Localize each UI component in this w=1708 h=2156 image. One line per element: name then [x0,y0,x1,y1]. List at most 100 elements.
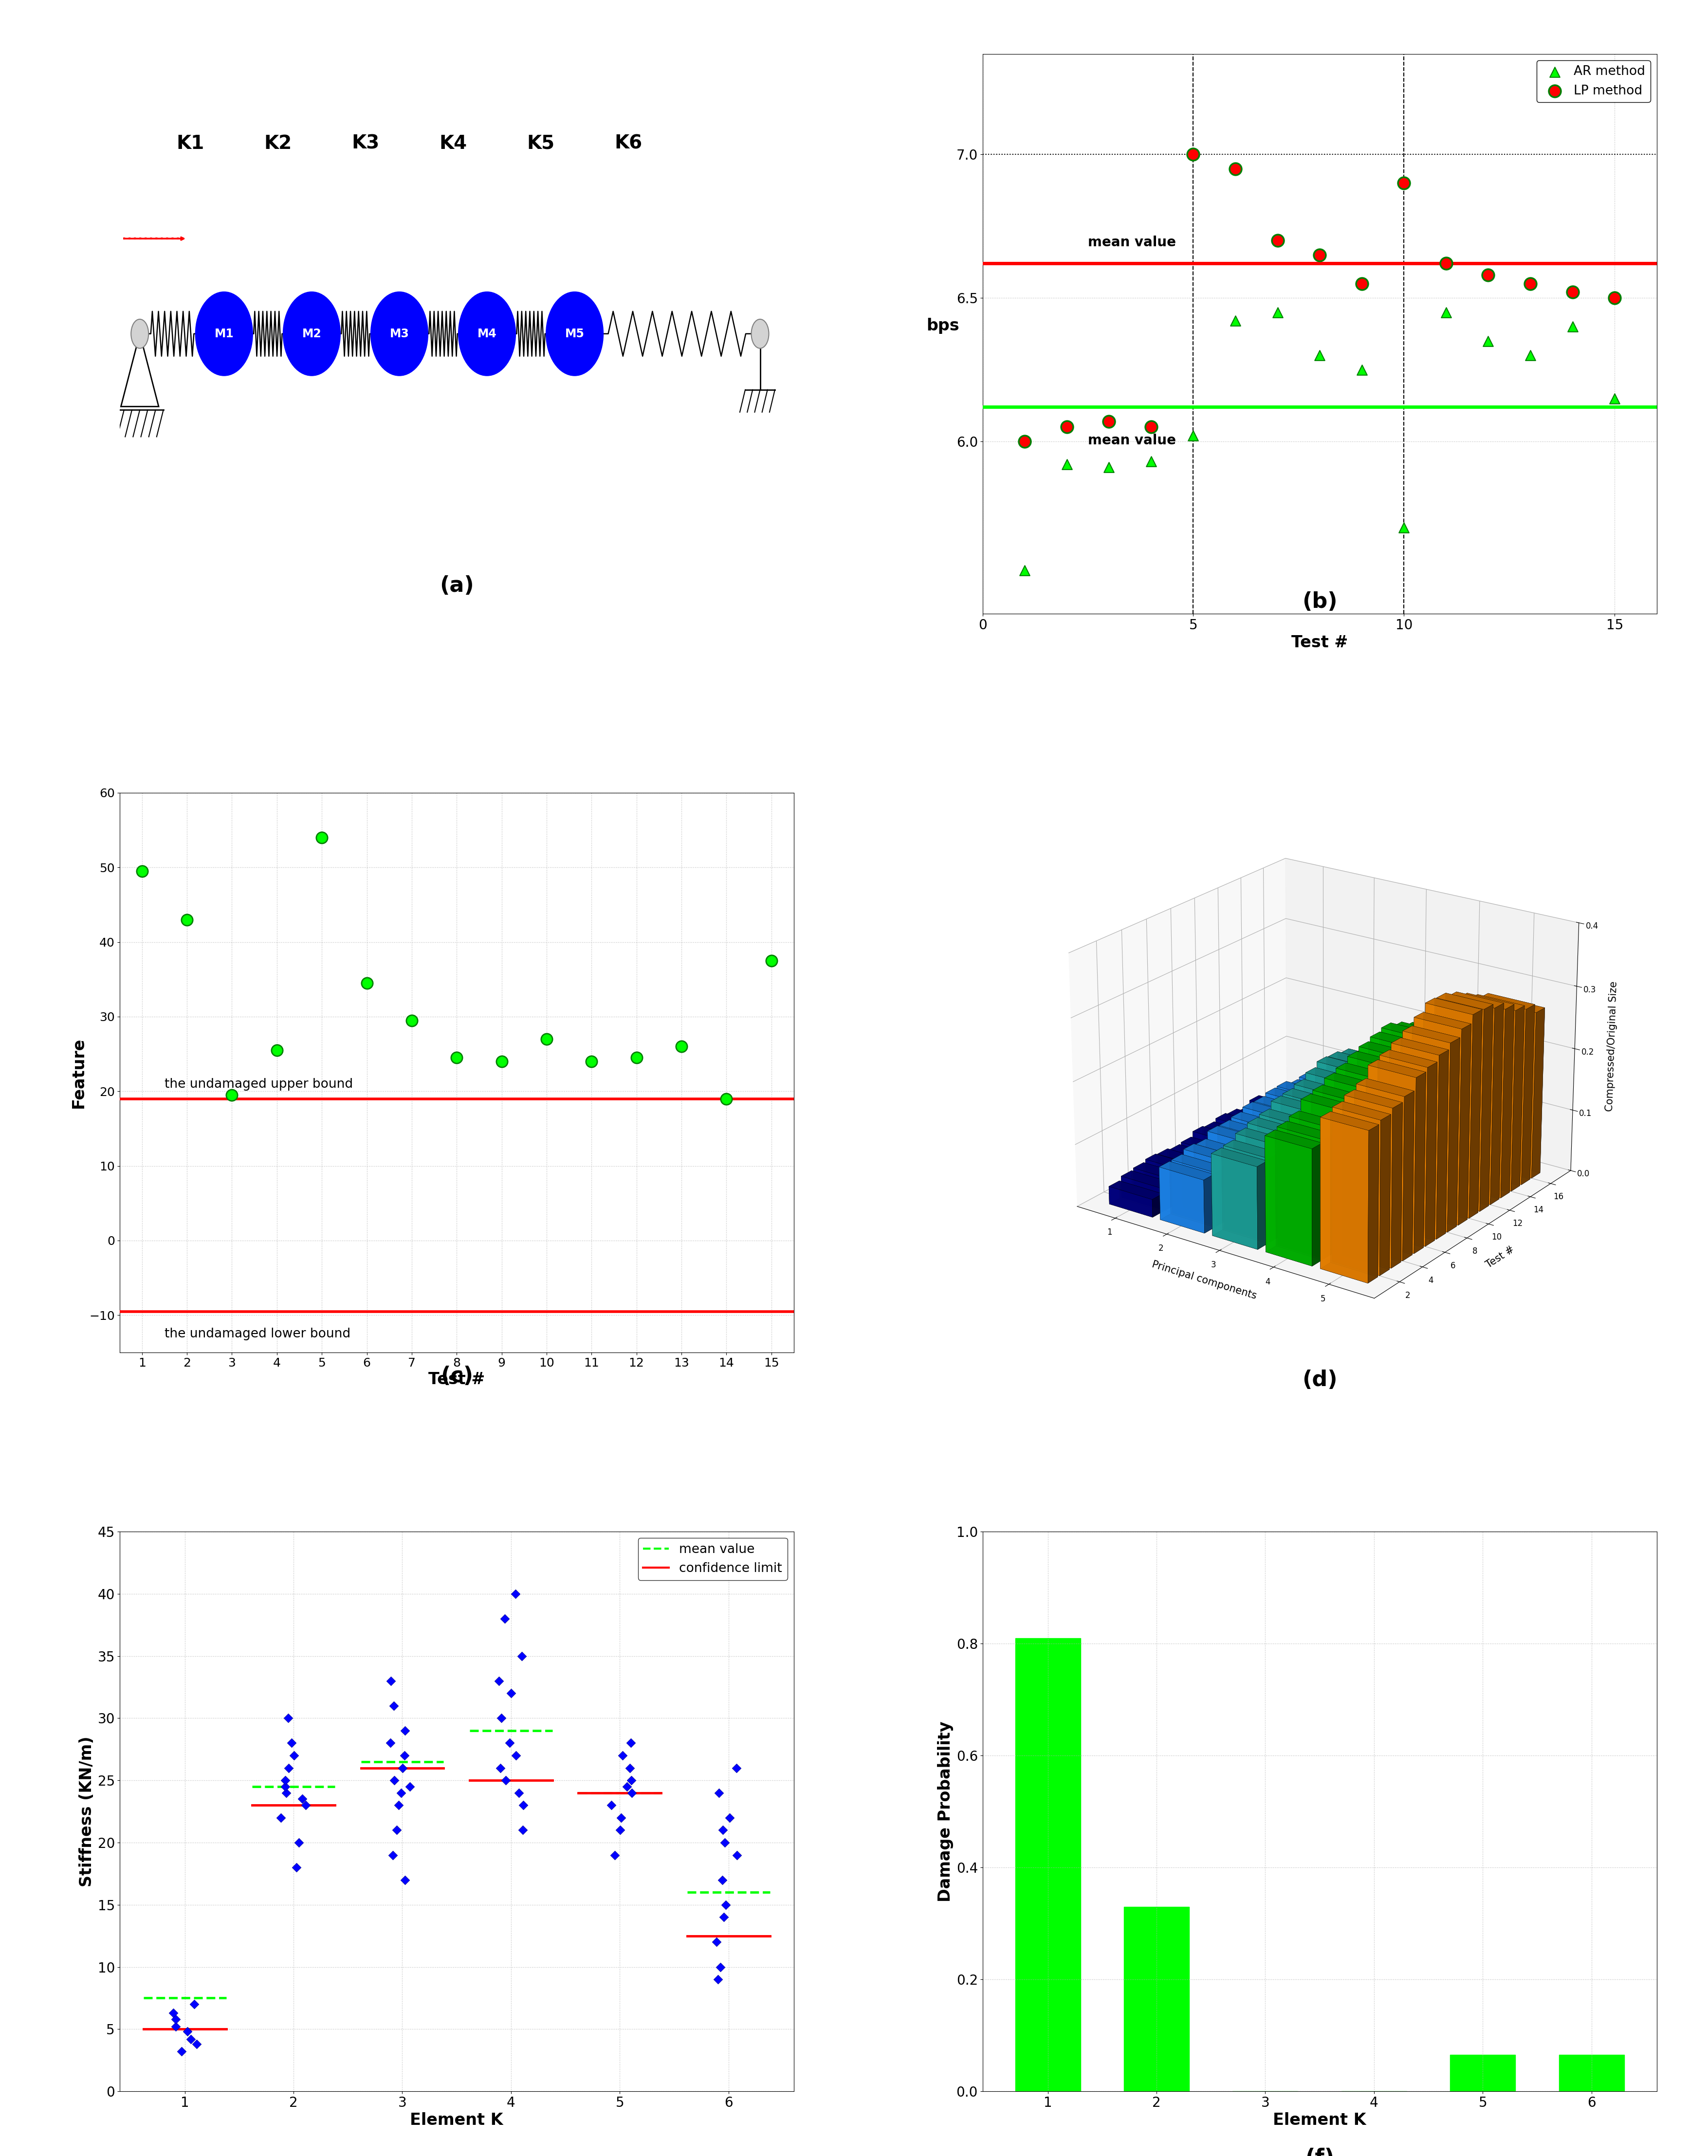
Y-axis label: Test #: Test # [1484,1244,1517,1270]
Point [709,1813,736,1848]
AR method [1474,323,1501,358]
Point [354,966,381,1000]
Point [711,1826,738,1861]
Point [181,1988,208,2022]
Text: M1: M1 [215,328,234,341]
Point [617,1751,644,1785]
AR method [1138,444,1165,479]
Circle shape [132,319,149,349]
Text: M3: M3 [389,328,408,341]
LP method [1011,425,1038,459]
LP method [1517,267,1544,302]
Bar [1559,2055,1624,2091]
Point [722,1751,750,1785]
AR method [1180,418,1208,453]
Ellipse shape [195,291,253,375]
Y-axis label: Stiffness (KN/m): Stiffness (KN/m) [79,1736,96,1886]
Point [173,903,200,938]
LP method [1138,410,1165,444]
Point [758,944,786,979]
Point [707,1949,734,1984]
Point [183,2027,210,2061]
AR method [1307,338,1334,373]
Point [275,1701,302,1736]
AR method [1390,511,1418,545]
AR method [1433,295,1460,330]
X-axis label: Element K: Element K [410,2113,504,2128]
Point [705,1777,733,1811]
Point [383,1813,410,1848]
Point [381,1764,408,1798]
Point [272,1770,299,1805]
Point [704,1962,731,1996]
X-axis label: Principal components: Principal components [1151,1259,1257,1300]
Point [128,854,155,888]
Point [497,1675,524,1710]
Y-axis label: Feature: Feature [70,1037,87,1108]
Point [396,1770,424,1805]
Point [617,1725,644,1759]
Ellipse shape [371,291,429,375]
Point [506,1777,533,1811]
Point [577,1044,605,1078]
Point [492,1602,519,1636]
Point [488,1044,516,1078]
LP method [1095,403,1122,438]
Ellipse shape [547,291,603,375]
Point [598,1787,625,1822]
Text: K4: K4 [439,134,468,153]
Point [178,2022,205,2057]
Point [162,2009,190,2044]
X-axis label: Element K: Element K [1272,2113,1366,2128]
Text: (f): (f) [1305,2147,1334,2156]
Point [712,1886,740,1921]
Y-axis label: Damage Probability: Damage Probability [938,1720,953,1902]
Text: K3: K3 [352,134,379,153]
Ellipse shape [458,291,516,375]
Point [398,1003,425,1037]
Point [704,1925,731,1960]
Point [608,1738,635,1772]
Point [502,1738,529,1772]
Text: K6: K6 [615,134,642,153]
Point [623,1041,651,1076]
Point [292,1787,319,1822]
Point [668,1028,695,1063]
AR method [1264,295,1291,330]
LP method [1559,276,1587,310]
Text: mean value: mean value [1088,235,1177,250]
Point [381,1688,408,1723]
AR method [1054,446,1081,481]
Point [711,1899,738,1934]
Point [307,819,335,854]
Text: (c): (c) [441,1365,473,1386]
AR method [1600,382,1628,416]
Bar [1450,2055,1515,2091]
Point [391,1863,418,1897]
Point [384,1787,412,1822]
Point [377,1725,405,1759]
Point [442,1041,470,1076]
Text: the undamaged lower bound: the undamaged lower bound [164,1328,350,1341]
AR method [1559,308,1587,343]
AR method [1011,554,1038,589]
Point [502,1576,529,1611]
Point [533,1022,560,1056]
Point [391,1714,418,1749]
Point [495,1725,523,1759]
Point [268,1800,295,1835]
Point [509,1813,536,1848]
Point [174,2014,202,2048]
Text: K5: K5 [528,134,555,153]
Point [278,1725,306,1759]
Point [608,1800,635,1835]
Point [159,1996,186,2031]
Point [618,1764,646,1798]
AR method [1221,304,1249,338]
Text: the undamaged upper bound: the undamaged upper bound [164,1078,354,1091]
Text: K1: K1 [176,134,205,153]
Point [613,1770,640,1805]
Text: (a): (a) [439,576,473,595]
Text: M4: M4 [477,328,497,341]
Text: (b): (b) [1301,591,1337,612]
